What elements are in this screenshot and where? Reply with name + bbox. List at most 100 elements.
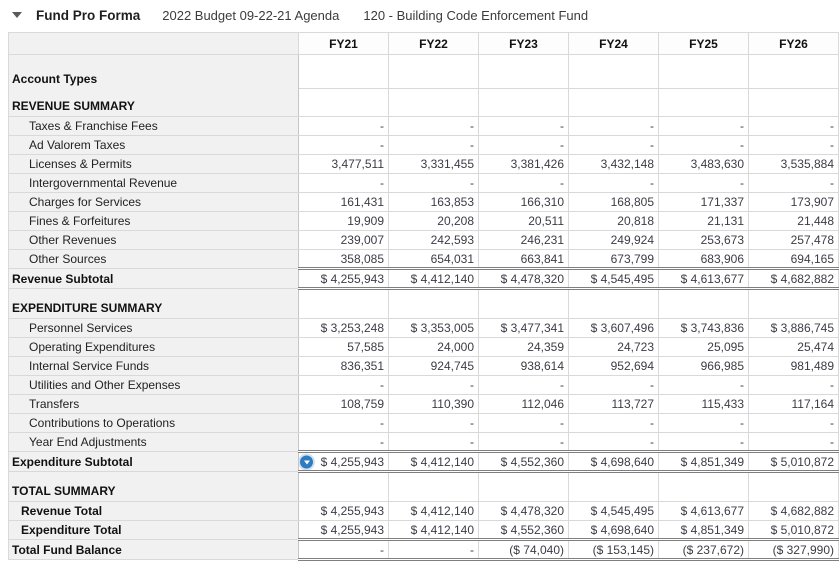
cell-value: ($ 237,672)	[682, 542, 744, 557]
table-row: Intergovernmental Revenue - - - - - -	[8, 173, 839, 193]
cell-value: 108,759	[340, 397, 384, 411]
pro-forma-grid: FY21 FY22 FY23 FY24 FY25 FY26 Account Types RE…	[8, 32, 839, 561]
value-cell	[478, 481, 569, 502]
cell-value: 246,231	[520, 233, 564, 247]
value-cell: $ 4,851,349	[658, 520, 749, 541]
cell-value: 952,694	[610, 359, 654, 373]
value-cell: 20,208	[388, 211, 479, 231]
value-cell: -	[748, 135, 839, 155]
cell-value: 115,433	[701, 397, 745, 411]
cell-value: -	[740, 434, 744, 449]
value-cell	[568, 54, 659, 89]
cell-value: -	[380, 378, 384, 392]
cell-value: -	[650, 119, 654, 133]
row-label: Revenue Total	[8, 501, 299, 521]
budget-subtitle: 2022 Budget 09-22-21 Agenda	[162, 7, 340, 23]
cell-value: -	[470, 119, 474, 133]
row-label: Fines & Forfeitures	[8, 211, 299, 231]
cell-value: 938,614	[520, 359, 564, 373]
row-label: Contributions to Operations	[8, 413, 299, 433]
cell-value: $ 4,255,943	[320, 271, 384, 286]
value-cell: -	[568, 173, 659, 193]
column-header-fy24: FY24	[568, 32, 659, 55]
table-row: Operating Expenditures 57,585 24,000 24,359…	[8, 337, 839, 357]
value-cell: 112,046	[478, 394, 569, 414]
column-header-fy23: FY23	[478, 32, 569, 55]
row-label: Transfers	[8, 394, 299, 414]
value-cell: $ 4,478,320	[478, 267, 569, 290]
value-cell: 3,483,630	[658, 154, 749, 174]
cell-value: -	[740, 176, 744, 190]
value-cell: 966,985	[658, 356, 749, 376]
value-cell: $ 4,851,349	[658, 450, 749, 473]
value-cell: 21,131	[658, 211, 749, 231]
table-row: Charges for Services 161,431 163,853 166,31…	[8, 192, 839, 212]
table-row	[8, 288, 839, 299]
cell-value: $ 4,255,943	[320, 504, 384, 518]
cell-value: -	[560, 138, 564, 152]
cell-value: $ 3,253,248	[320, 321, 384, 335]
value-cell: 171,337	[658, 192, 749, 212]
table-row: Year End Adjustments - - - - - -	[8, 432, 839, 452]
expand-row-icon[interactable]	[300, 455, 313, 468]
value-cell: -	[748, 432, 839, 452]
value-cell: $ 5,010,872	[748, 520, 839, 541]
value-cell	[478, 88, 569, 117]
value-cell: 20,818	[568, 211, 659, 231]
value-cell: -	[298, 413, 389, 433]
cell-value: -	[380, 416, 384, 430]
cell-value: -	[560, 416, 564, 430]
cell-value: 253,673	[700, 233, 744, 247]
value-cell: 836,351	[298, 356, 389, 376]
cell-value: 57,585	[347, 340, 384, 354]
cell-value: 117,164	[791, 397, 835, 411]
cell-value: 21,131	[707, 214, 744, 228]
table-row: Fines & Forfeitures 19,909 20,208 20,511 20,…	[8, 211, 839, 231]
value-cell	[478, 298, 569, 319]
cell-value: 981,489	[790, 359, 834, 373]
value-cell: 19,909	[298, 211, 389, 231]
value-cell: 20,511	[478, 211, 569, 231]
cell-value: $ 4,698,640	[590, 522, 654, 537]
value-cell: 166,310	[478, 192, 569, 212]
table-row: Revenue Subtotal $ 4,255,943 $ 4,412,140 $ …	[8, 267, 839, 290]
cell-value: 168,805	[610, 195, 654, 209]
value-cell: -	[298, 539, 389, 561]
cell-value: -	[470, 434, 474, 449]
value-cell: -	[748, 116, 839, 136]
value-cell: 3,432,148	[568, 154, 659, 174]
cell-value: 3,477,511	[331, 157, 385, 171]
cell-value: $ 4,851,349	[680, 522, 744, 537]
cell-value: -	[380, 542, 384, 557]
value-cell: 3,381,426	[478, 154, 569, 174]
value-cell: -	[478, 135, 569, 155]
value-cell: $ 3,253,248	[298, 318, 389, 338]
cell-value: 3,381,426	[510, 157, 564, 171]
column-header-fy25: FY25	[658, 32, 749, 55]
table-row: REVENUE SUMMARY	[8, 88, 839, 117]
cell-value: -	[380, 176, 384, 190]
cell-value: $ 3,477,341	[500, 321, 564, 335]
value-cell	[658, 481, 749, 502]
table-row: Utilities and Other Expenses - - - - - -	[8, 375, 839, 395]
value-cell: -	[388, 116, 479, 136]
value-cell: 173,907	[748, 192, 839, 212]
cell-value: 694,165	[790, 251, 834, 266]
cell-value: $ 4,552,360	[500, 522, 564, 537]
value-cell: -	[658, 432, 749, 452]
value-cell: 952,694	[568, 356, 659, 376]
cell-value: 110,390	[431, 397, 475, 411]
value-cell	[568, 88, 659, 117]
table-row: Taxes & Franchise Fees - - - - - -	[8, 116, 839, 136]
row-label: Revenue Subtotal	[8, 268, 299, 289]
table-row: Revenue Total $ 4,255,943 $ 4,412,140 $ 4,4…	[8, 501, 839, 521]
column-header-row: FY21 FY22 FY23 FY24 FY25 FY26	[8, 32, 839, 55]
value-cell	[568, 471, 659, 482]
value-cell: ($ 153,145)	[568, 539, 659, 561]
cell-value: $ 4,255,943	[320, 454, 384, 469]
value-cell: 683,906	[658, 249, 749, 269]
value-cell: 673,799	[568, 249, 659, 269]
value-cell	[298, 288, 389, 299]
collapse-caret-icon[interactable]	[12, 12, 22, 18]
table-row	[8, 471, 839, 482]
